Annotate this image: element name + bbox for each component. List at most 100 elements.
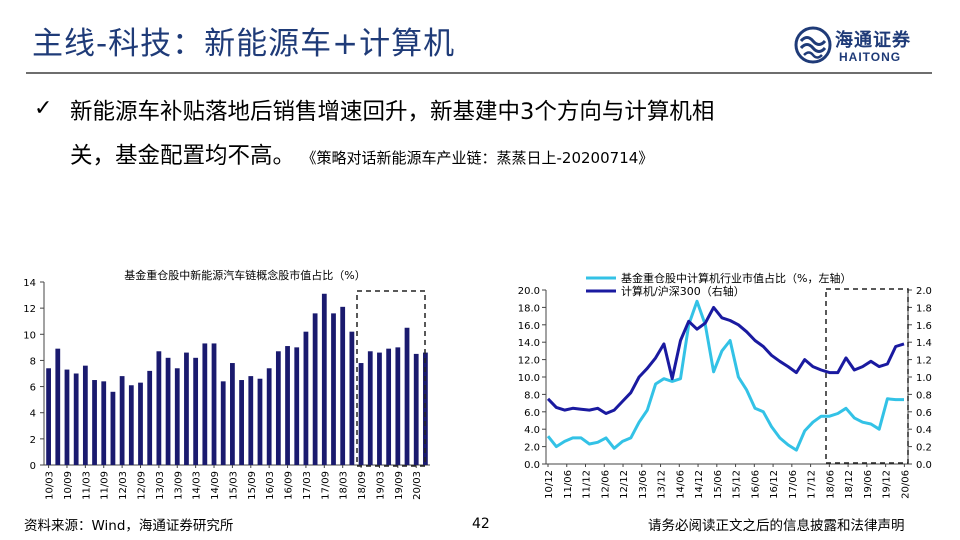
chart1-x-tick-label: 16/09 (284, 471, 295, 500)
chart2-right-tick-label: 1.0 (916, 373, 932, 384)
chart1-bar (275, 351, 281, 465)
chart2-x-tick-label: 18/06 (825, 470, 836, 499)
chart1-y-tick-label: 10 (23, 330, 36, 341)
chart1-y-tick-label: 2 (30, 435, 36, 446)
chart1-bar (46, 368, 51, 465)
chart1-bar (358, 363, 364, 465)
chart1-x-tick-label: 13/09 (173, 471, 184, 500)
chart1-bar (395, 347, 401, 465)
chart2-right-tick-label: 0.4 (916, 425, 932, 436)
logo-text-cn: 海通证券 (835, 30, 911, 51)
bullet-text-line1: 新能源车补贴落地后销售增速回升，新基建中3个方向与计算机相 (70, 99, 715, 125)
chart1-bar (257, 378, 263, 465)
chart2-x-tick-label: 17/06 (788, 470, 799, 499)
chart1-bar (340, 306, 346, 465)
chart1-x-tick-label: 18/03 (339, 471, 350, 500)
chart1-bars (46, 293, 428, 465)
chart1-bar (156, 351, 162, 465)
chart1-bar (174, 368, 180, 465)
chart2-x-tick-label: 15/12 (732, 470, 743, 499)
chart2-left-tick-label: 14.0 (518, 338, 540, 349)
footer-disclaimer: 请务必阅读正文之后的信息披露和法律声明 (648, 518, 905, 534)
chart2-left-tick-label: 6.0 (524, 408, 540, 419)
legend-label-series1: 基金重仓股中计算机行业市值占比（%，左轴） (621, 271, 851, 285)
chart1-x-tick-label: 17/03 (302, 471, 313, 500)
chart1-bar (285, 346, 290, 465)
chart2-lines (546, 299, 905, 452)
chart2-left-tick-label: 10.0 (518, 373, 540, 384)
chart2-x-tick-label: 19/06 (863, 470, 874, 499)
chart2-x-tick-label: 14/06 (675, 470, 686, 499)
chart1-bar (294, 347, 300, 465)
chart1-x-tick-label: 10/09 (63, 471, 74, 500)
chart1-bar (92, 380, 97, 465)
chart1-bar (55, 348, 61, 465)
bullet-text-line2-main: 关，基金配置均不高。 (70, 143, 296, 169)
chart1-bar (386, 348, 392, 465)
chart1-bar (321, 293, 327, 465)
chart1-bar (312, 313, 318, 465)
chart1-bar (404, 327, 410, 465)
chart1-y-tick-label: 6 (30, 383, 36, 394)
chart2-x-tick-label: 10/12 (544, 470, 555, 499)
chart1-x-tick-label: 15/03 (228, 471, 239, 500)
chart2-left-tick-label: 2.0 (524, 443, 540, 454)
check-icon: ✓ (34, 96, 53, 121)
chart1-bar (64, 369, 70, 465)
chart2-right-tick-label: 0.2 (916, 443, 932, 454)
chart2-left-tick-label: 20.0 (518, 286, 540, 297)
chart2-x-tick-label: 14/12 (694, 470, 705, 499)
chart2-x-tick-label: 18/12 (844, 470, 855, 499)
chart1-x-tick-label: 14/03 (192, 471, 203, 500)
chart2-right-tick-label: 0.8 (916, 390, 932, 401)
chart1-bar (230, 363, 235, 465)
chart1-title: 基金重仓股中新能源汽车链概念股市值占比（%） (124, 268, 365, 282)
chart1-bar (211, 343, 217, 465)
chart1-x-tick-label: 18/09 (357, 471, 368, 500)
chart2-left-tick-label: 18.0 (518, 303, 540, 314)
chart1-bar (303, 331, 309, 465)
chart2-x-tick-label: 11/06 (563, 470, 574, 499)
chart2-series-computer-share (546, 299, 904, 452)
computer-share-line-chart: 基金重仓股中计算机行业市值占比（%，左轴） 计算机/沪深300（右轴） 0.0 2… (518, 271, 932, 499)
chart2-series-computer-vs-hs300 (546, 305, 905, 415)
chart2-x-tick-label: 11/12 (582, 470, 593, 499)
chart2-right-tick-label: 1.2 (916, 356, 932, 367)
chart2-x-tick-label: 20/06 (900, 470, 911, 499)
chart1-bar (220, 381, 226, 465)
chart2-left-tick-label: 12.0 (518, 356, 540, 367)
chart1-bar (138, 382, 143, 465)
chart2-left-tick-label: 8.0 (524, 390, 540, 401)
chart1-bar (349, 331, 355, 465)
chart2-right-tick-label: 2.0 (916, 286, 932, 297)
chart1-x-tick-label: 20/03 (412, 471, 423, 500)
footer-source: 资料来源：Wind，海通证券研究所 (24, 518, 234, 534)
chart1-bar (377, 352, 382, 465)
chart1-bar (73, 373, 79, 465)
chart1-x-tick-label: 17/09 (320, 471, 331, 500)
chart2-left-tick-label: 4.0 (524, 425, 540, 436)
chart1-bar (248, 376, 254, 465)
chart1-bar (119, 376, 125, 465)
report-reference: 《策略对话新能源车产业链：蒸蒸日上-20200714》 (309, 149, 654, 167)
chart1-bar (413, 353, 419, 465)
title-divider (26, 72, 932, 74)
chart2-x-tick-label: 16/12 (769, 470, 780, 499)
chart2-x-tick-label: 19/12 (882, 470, 893, 499)
chart1-x-tick-label: 19/03 (375, 471, 386, 500)
chart1-bar (101, 381, 107, 465)
chart1-bar (331, 313, 336, 465)
chart1-bar (184, 352, 189, 465)
chart2-left-tick-label: 16.0 (518, 321, 540, 332)
chart2-x-tick-label: 13/12 (657, 470, 668, 499)
chart1-y-tick-label: 12 (23, 304, 36, 315)
chart1-x-tick-label: 11/09 (100, 471, 111, 500)
chart1-bar (202, 343, 208, 465)
chart1-x-tick-label: 19/09 (394, 471, 405, 500)
chart2-left-tick-label: 0.0 (524, 460, 540, 471)
chart2-x-tick-label: 12/06 (600, 470, 611, 499)
chart2-x-tick-label: 15/06 (713, 470, 724, 499)
chart1-y-tick-label: 0 (30, 461, 36, 472)
chart2-x-tick-label: 12/12 (619, 470, 630, 499)
chart1-x-tick-label: 10/03 (45, 471, 56, 500)
